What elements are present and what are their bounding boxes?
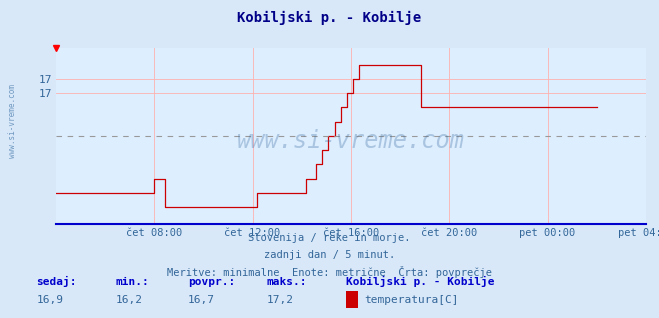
Text: 16,2: 16,2 <box>115 295 142 305</box>
Text: 16,7: 16,7 <box>188 295 215 305</box>
Text: zadnji dan / 5 minut.: zadnji dan / 5 minut. <box>264 250 395 259</box>
Text: www.si-vreme.com: www.si-vreme.com <box>8 84 17 158</box>
Text: povpr.:: povpr.: <box>188 277 235 287</box>
Text: sedaj:: sedaj: <box>36 276 76 287</box>
Text: Kobiljski p. - Kobilje: Kobiljski p. - Kobilje <box>237 11 422 25</box>
Text: temperatura[C]: temperatura[C] <box>364 295 458 305</box>
Text: 17,2: 17,2 <box>267 295 294 305</box>
Text: Meritve: minimalne  Enote: metrične  Črta: povprečje: Meritve: minimalne Enote: metrične Črta:… <box>167 266 492 279</box>
Text: maks.:: maks.: <box>267 277 307 287</box>
Text: min.:: min.: <box>115 277 149 287</box>
Text: www.si-vreme.com: www.si-vreme.com <box>237 129 465 153</box>
Text: Kobiljski p. - Kobilje: Kobiljski p. - Kobilje <box>346 276 494 287</box>
Text: 16,9: 16,9 <box>36 295 63 305</box>
Text: Slovenija / reke in morje.: Slovenija / reke in morje. <box>248 233 411 243</box>
